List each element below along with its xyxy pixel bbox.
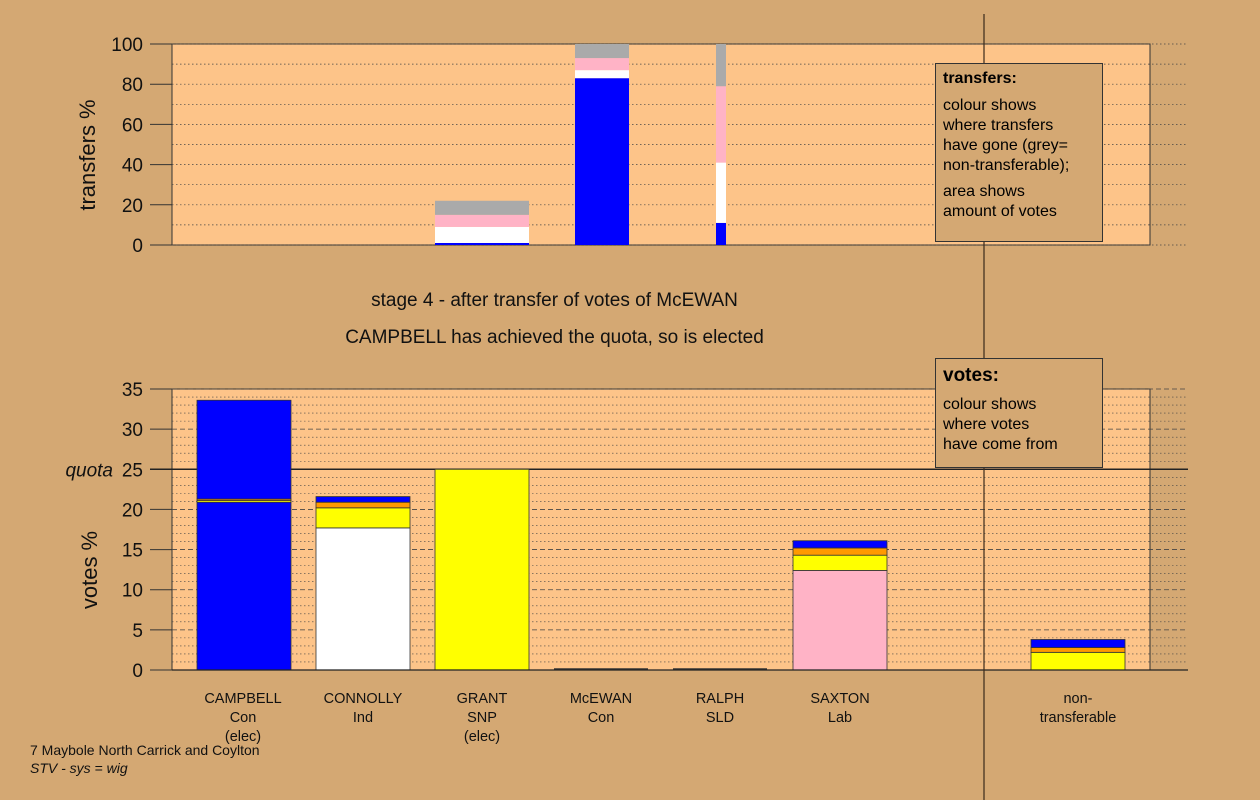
- top-bar-segment: [435, 242, 529, 245]
- top-bar-segment: [716, 44, 726, 87]
- candidate-party: Lab: [827, 710, 853, 726]
- candidate-label-saxton: SAXTON Lab: [785, 690, 895, 728]
- nontransferable-label: non- transferable: [1039, 691, 1117, 726]
- top-y-tick-label: 100: [111, 35, 143, 56]
- candidate-party: Ind: [352, 710, 374, 726]
- top-bar-segment: [575, 70, 629, 79]
- bottom-bar-segment: [434, 468, 530, 671]
- bottom-y-axis-label: votes %: [77, 531, 102, 609]
- bottom-bar-segment: [1030, 639, 1126, 648]
- stage-subtitle: CAMPBELL has achieved the quota, so is e…: [345, 327, 764, 348]
- top-bar-segment: [716, 86, 726, 163]
- bottom-bar-segment: [792, 570, 888, 671]
- quota-label: quota: [65, 460, 113, 481]
- candidate-name: GRANT: [456, 691, 508, 707]
- quota-tick-label: 25: [122, 460, 143, 481]
- candidate-name: CAMPBELL: [204, 691, 282, 707]
- candidate-party: SLD: [705, 710, 735, 726]
- candidate-label-ralph: RALPH SLD: [665, 690, 775, 728]
- footer-system: STV - sys = wig: [30, 760, 128, 776]
- bottom-bar-segment: [196, 501, 292, 671]
- top-y-tick-label: 20: [122, 196, 143, 217]
- legend-transfers: transfers: colour shows where transfers …: [935, 63, 1103, 242]
- bottom-y-tick-label: 35: [122, 380, 143, 401]
- candidate-status: (elec): [224, 729, 262, 745]
- candidate-label-connolly: CONNOLLY Ind: [308, 690, 418, 728]
- bottom-bar-segment: [315, 501, 411, 509]
- top-bar-segment: [716, 222, 726, 245]
- bottom-bar-segment: [315, 507, 411, 529]
- top-y-tick-label: 40: [122, 156, 143, 177]
- legend-transfers-text1: colour shows where transfers have gone (…: [943, 97, 1070, 174]
- legend-transfers-title: transfers:: [943, 70, 1017, 87]
- bottom-bar-segment: [792, 540, 888, 549]
- bottom-y-tick-label: 15: [122, 541, 143, 562]
- bottom-bar-segment: [1030, 651, 1126, 671]
- bottom-bar-segment: [196, 399, 292, 500]
- candidate-status: (elec): [463, 729, 501, 745]
- legend-votes-title: votes:: [943, 365, 999, 386]
- top-y-tick-label: 0: [132, 236, 143, 257]
- top-bar-segment: [716, 162, 726, 223]
- candidate-label-mcewan: McEWAN Con: [546, 690, 656, 728]
- legend-votes-text1: colour shows where votes have come from: [943, 396, 1058, 453]
- legend-transfers-text2: area shows amount of votes: [943, 183, 1057, 220]
- top-y-axis-label: transfers %: [75, 99, 100, 210]
- candidate-name: RALPH: [695, 691, 745, 707]
- top-bar-segment: [575, 44, 629, 59]
- top-y-tick-label: 60: [122, 115, 143, 136]
- bottom-y-tick-label: 30: [122, 420, 143, 441]
- candidate-party: Con: [587, 710, 615, 726]
- bottom-y-tick-label: 0: [132, 661, 143, 682]
- candidate-label-campbell: CAMPBELL Con (elec): [188, 690, 298, 747]
- footer-ward: 7 Maybole North Carrick and Coylton: [30, 742, 260, 758]
- candidate-name: SAXTON: [810, 691, 870, 707]
- candidate-party: Con: [229, 710, 257, 726]
- candidate-label-grant: GRANT SNP (elec): [427, 690, 537, 747]
- top-y-tick-label: 80: [122, 75, 143, 96]
- stage-title: stage 4 - after transfer of votes of McE…: [371, 290, 738, 311]
- bottom-bar-segment: [1030, 647, 1126, 653]
- top-bar-segment: [575, 78, 629, 245]
- bottom-bar-segment: [315, 496, 411, 503]
- candidate-party: SNP: [467, 710, 497, 726]
- legend-votes: votes: colour shows where votes have com…: [935, 358, 1103, 468]
- bottom-y-tick-label: 20: [122, 500, 143, 521]
- top-bar-segment: [435, 214, 529, 227]
- top-bar-segment: [435, 200, 529, 215]
- bottom-bar-segment: [792, 554, 888, 571]
- bottom-bar-segment: [315, 527, 411, 671]
- bottom-y-tick-label: 10: [122, 581, 143, 602]
- bottom-bar-segment: [792, 547, 888, 556]
- top-bar-segment: [575, 58, 629, 71]
- candidate-name: McEWAN: [569, 691, 633, 707]
- top-bar-segment: [435, 226, 529, 243]
- bottom-y-tick-label: 5: [132, 621, 143, 642]
- candidate-name: CONNOLLY: [323, 691, 403, 707]
